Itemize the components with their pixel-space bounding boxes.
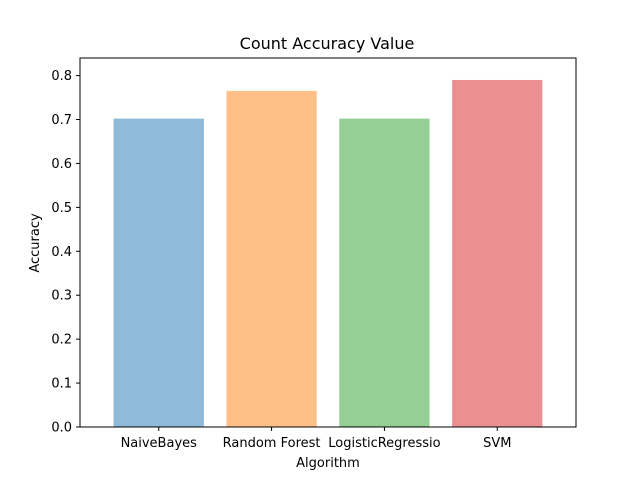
y-tick-label: 0.0 [51, 421, 72, 436]
chart-title: Count Accuracy Value [240, 34, 415, 53]
bar [339, 118, 430, 427]
y-axis-label: Accuracy [28, 213, 43, 273]
x-axis-label: Algorithm [296, 456, 360, 471]
bar [113, 118, 204, 427]
bar [452, 79, 543, 427]
y-tick-label: 0.3 [51, 289, 72, 304]
x-tick-label: NaiveBayes [121, 436, 198, 451]
y-tick-label: 0.4 [51, 245, 72, 260]
x-tick-label: LogisticRegressio [328, 436, 440, 451]
y-tick-label: 0.5 [51, 201, 72, 216]
y-tick-label: 0.6 [51, 157, 72, 172]
y-tick-label: 0.8 [51, 69, 72, 84]
plot-frame [79, 57, 577, 428]
y-tick-label: 0.1 [51, 377, 72, 392]
bar [226, 90, 317, 428]
x-tick-label: Random Forest [223, 436, 321, 451]
bars-group [113, 79, 543, 428]
y-tick-label: 0.7 [51, 113, 72, 128]
y-axis: 0.0 0.1 0.2 0.3 0.4 0.5 0.6 0.7 0.8 [51, 69, 80, 436]
x-tick-label: SVM [483, 436, 511, 451]
x-axis: NaiveBayes Random Forest LogisticRegressio… [121, 427, 511, 451]
y-tick-label: 0.2 [51, 333, 72, 348]
